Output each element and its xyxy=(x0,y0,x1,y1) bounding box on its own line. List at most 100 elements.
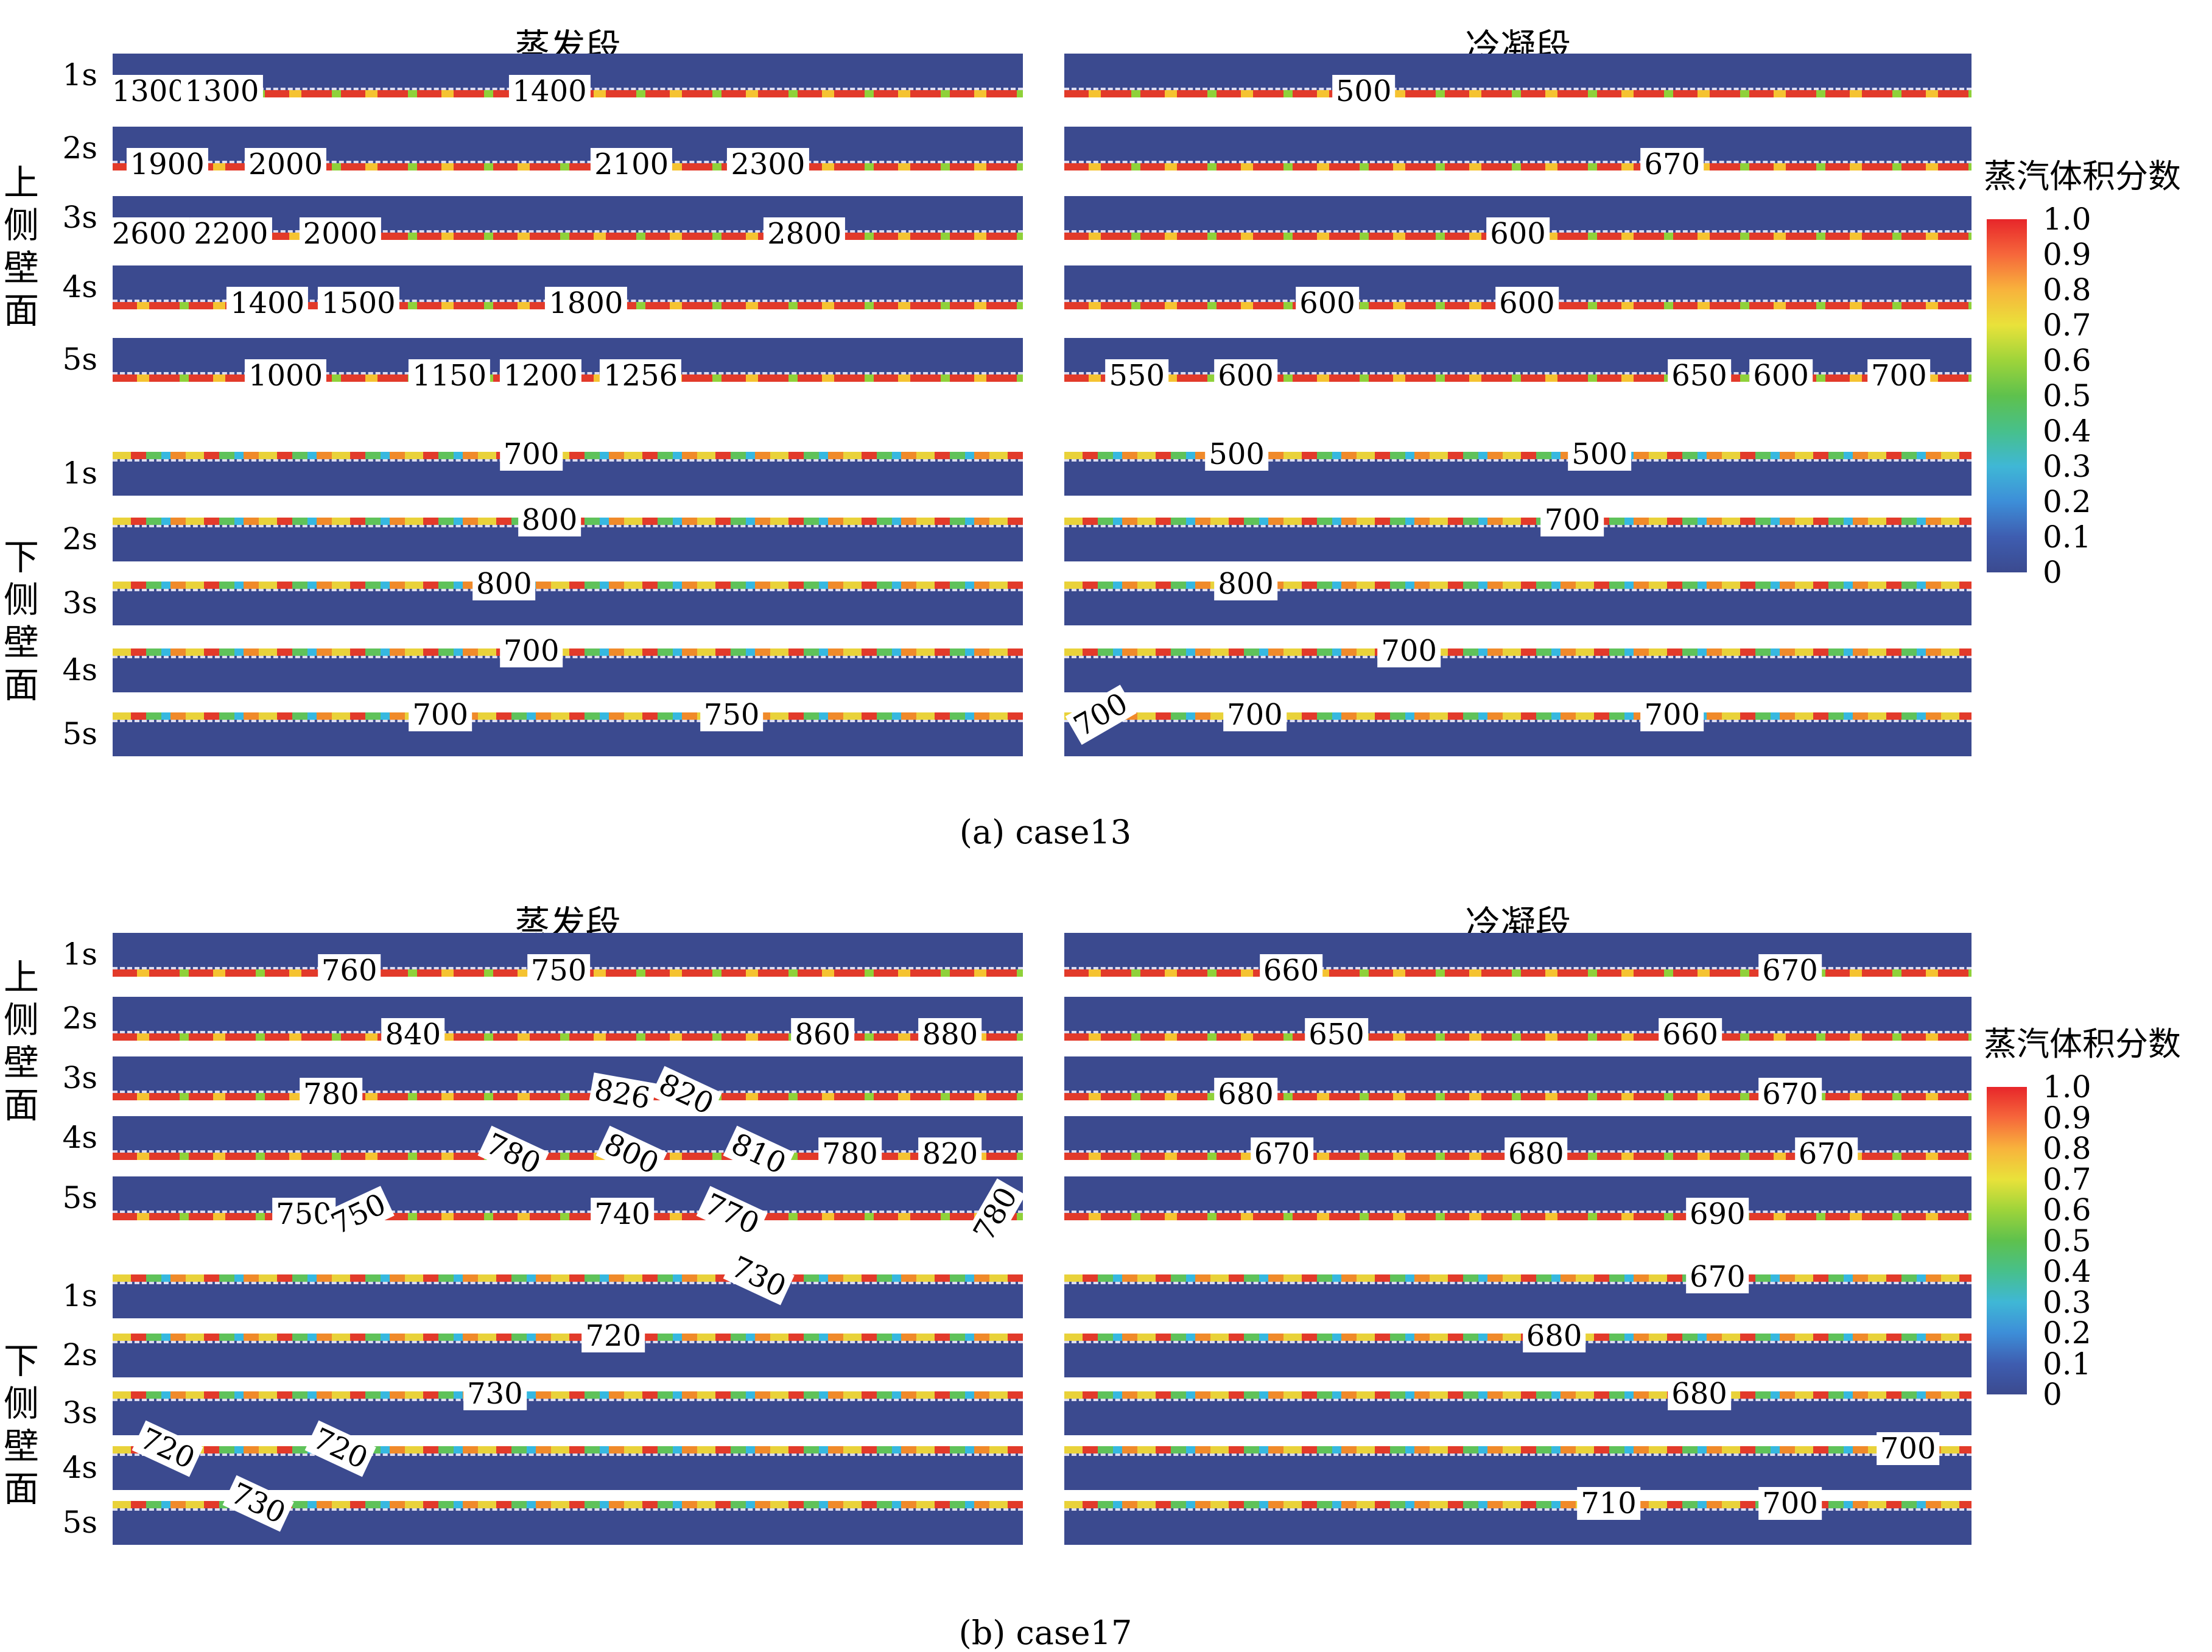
contour-strip-left xyxy=(113,1391,1023,1435)
interface-dashed-line xyxy=(1064,88,1971,90)
temperature-label: 670 xyxy=(1758,954,1822,987)
colorbar-tick-label: 0.7 xyxy=(2043,308,2091,343)
temperature-label: 670 xyxy=(1758,1078,1822,1111)
interface-dashed-line xyxy=(113,230,1023,233)
panel-title: (b) case17 xyxy=(958,1614,1132,1652)
vapor-film xyxy=(1064,648,1971,656)
temperature-label: 600 xyxy=(1214,359,1277,392)
contour-strip-left xyxy=(113,1176,1023,1220)
interface-dashed-line xyxy=(1064,459,1971,462)
vapor-film xyxy=(113,1153,1023,1160)
vapor-film xyxy=(113,1093,1023,1100)
time-label: 5s xyxy=(62,716,97,751)
interface-dashed-line xyxy=(1064,1508,1971,1511)
interface-dashed-line xyxy=(113,1341,1023,1343)
contour-strip-right xyxy=(1064,518,1971,561)
interface-dashed-line xyxy=(113,1399,1023,1401)
contour-strip-right xyxy=(1064,648,1971,692)
interface-dashed-line xyxy=(113,1031,1023,1033)
temperature-label: 1000 xyxy=(244,359,327,392)
vapor-film xyxy=(1064,712,1971,720)
contour-strip-right xyxy=(1064,712,1971,756)
contour-strip-right xyxy=(1064,1391,1971,1435)
time-label: 2s xyxy=(62,1000,97,1036)
contour-strip-right xyxy=(1064,997,1971,1041)
vapor-film xyxy=(1064,1033,1971,1041)
vapor-film xyxy=(113,1334,1023,1341)
temperature-label: 880 xyxy=(918,1018,982,1051)
colorbar-tick-label: 0.5 xyxy=(2043,1223,2091,1259)
temperature-label: 1400 xyxy=(508,75,591,108)
colorbar-tick-label: 1.0 xyxy=(2043,202,2091,237)
temperature-label: 700 xyxy=(1640,698,1704,731)
time-label: 1s xyxy=(62,1278,97,1313)
contour-strip-right xyxy=(1064,1446,1971,1490)
temperature-label: 680 xyxy=(1504,1137,1568,1170)
interface-dashed-line xyxy=(1064,1091,1971,1093)
time-label: 2s xyxy=(62,130,97,166)
interface-dashed-line xyxy=(113,459,1023,462)
time-label: 4s xyxy=(62,1450,97,1485)
temperature-label: 800 xyxy=(472,568,536,600)
contour-strip-left xyxy=(113,997,1023,1041)
vapor-film xyxy=(1064,1391,1971,1399)
colorbar-tick-label: 0.4 xyxy=(2043,1254,2091,1289)
temperature-label: 2000 xyxy=(244,148,327,181)
temperature-label: 800 xyxy=(1214,568,1277,600)
vapor-film xyxy=(113,1446,1023,1453)
colorbar-tick-label: 0.3 xyxy=(2043,1284,2091,1320)
vapor-film xyxy=(113,1274,1023,1282)
side-label-upper: 上侧壁面 xyxy=(3,162,39,331)
temperature-label: 2600 xyxy=(108,217,190,250)
vapor-film xyxy=(1064,1446,1971,1453)
interface-dashed-line xyxy=(1064,1282,1971,1284)
vapor-film xyxy=(113,648,1023,656)
temperature-label: 750 xyxy=(700,698,764,731)
temperature-label: 730 xyxy=(463,1377,527,1410)
time-label: 3s xyxy=(62,200,97,235)
temperature-label: 1300 xyxy=(181,75,263,108)
temperature-label: 700 xyxy=(499,634,563,667)
colorbar-title: 蒸汽体积分数 xyxy=(1984,157,2181,195)
temperature-label: 700 xyxy=(1758,1487,1822,1520)
colorbar-tick-label: 0.2 xyxy=(2043,1315,2091,1351)
temperature-label: 780 xyxy=(299,1078,363,1111)
temperature-label: 550 xyxy=(1105,359,1168,392)
contour-strip-left xyxy=(113,452,1023,496)
temperature-label: 750 xyxy=(527,954,591,987)
interface-dashed-line xyxy=(1064,161,1971,163)
temperature-label: 740 xyxy=(591,1198,654,1231)
temperature-label: 600 xyxy=(1495,287,1559,320)
temperature-label: 2100 xyxy=(591,148,673,181)
time-label: 5s xyxy=(62,1180,97,1215)
contour-strip-right xyxy=(1064,1056,1971,1100)
temperature-label: 650 xyxy=(1305,1018,1368,1051)
temperature-label: 1500 xyxy=(317,287,399,320)
time-label: 4s xyxy=(62,652,97,687)
contour-strip-right xyxy=(1064,452,1971,496)
temperature-label: 1200 xyxy=(499,359,581,392)
temperature-label: 600 xyxy=(1296,287,1359,320)
interface-dashed-line xyxy=(113,1453,1023,1456)
time-label: 5s xyxy=(62,1505,97,1540)
panel-title: (a) case13 xyxy=(959,813,1132,851)
temperature-label: 690 xyxy=(1685,1198,1749,1231)
vapor-film xyxy=(1064,1213,1971,1220)
time-label: 1s xyxy=(62,455,97,491)
temperature-label: 710 xyxy=(1577,1487,1640,1520)
colorbar-tick-label: 0.7 xyxy=(2043,1161,2091,1197)
interface-dashed-line xyxy=(113,656,1023,658)
vapor-film xyxy=(113,1213,1023,1220)
interface-dashed-line xyxy=(1064,1453,1971,1456)
temperature-label: 840 xyxy=(381,1018,445,1051)
contour-strip-right xyxy=(1064,1274,1971,1318)
interface-dashed-line xyxy=(1064,720,1971,722)
time-label: 3s xyxy=(62,1060,97,1095)
temperature-label: 2800 xyxy=(764,217,846,250)
vapor-film xyxy=(113,452,1023,459)
vapor-film xyxy=(113,1501,1023,1508)
interface-dashed-line xyxy=(1064,967,1971,969)
contour-strip-left xyxy=(113,1056,1023,1100)
contour-strip-right xyxy=(1064,1501,1971,1545)
contour-strip-right xyxy=(1064,338,1971,382)
